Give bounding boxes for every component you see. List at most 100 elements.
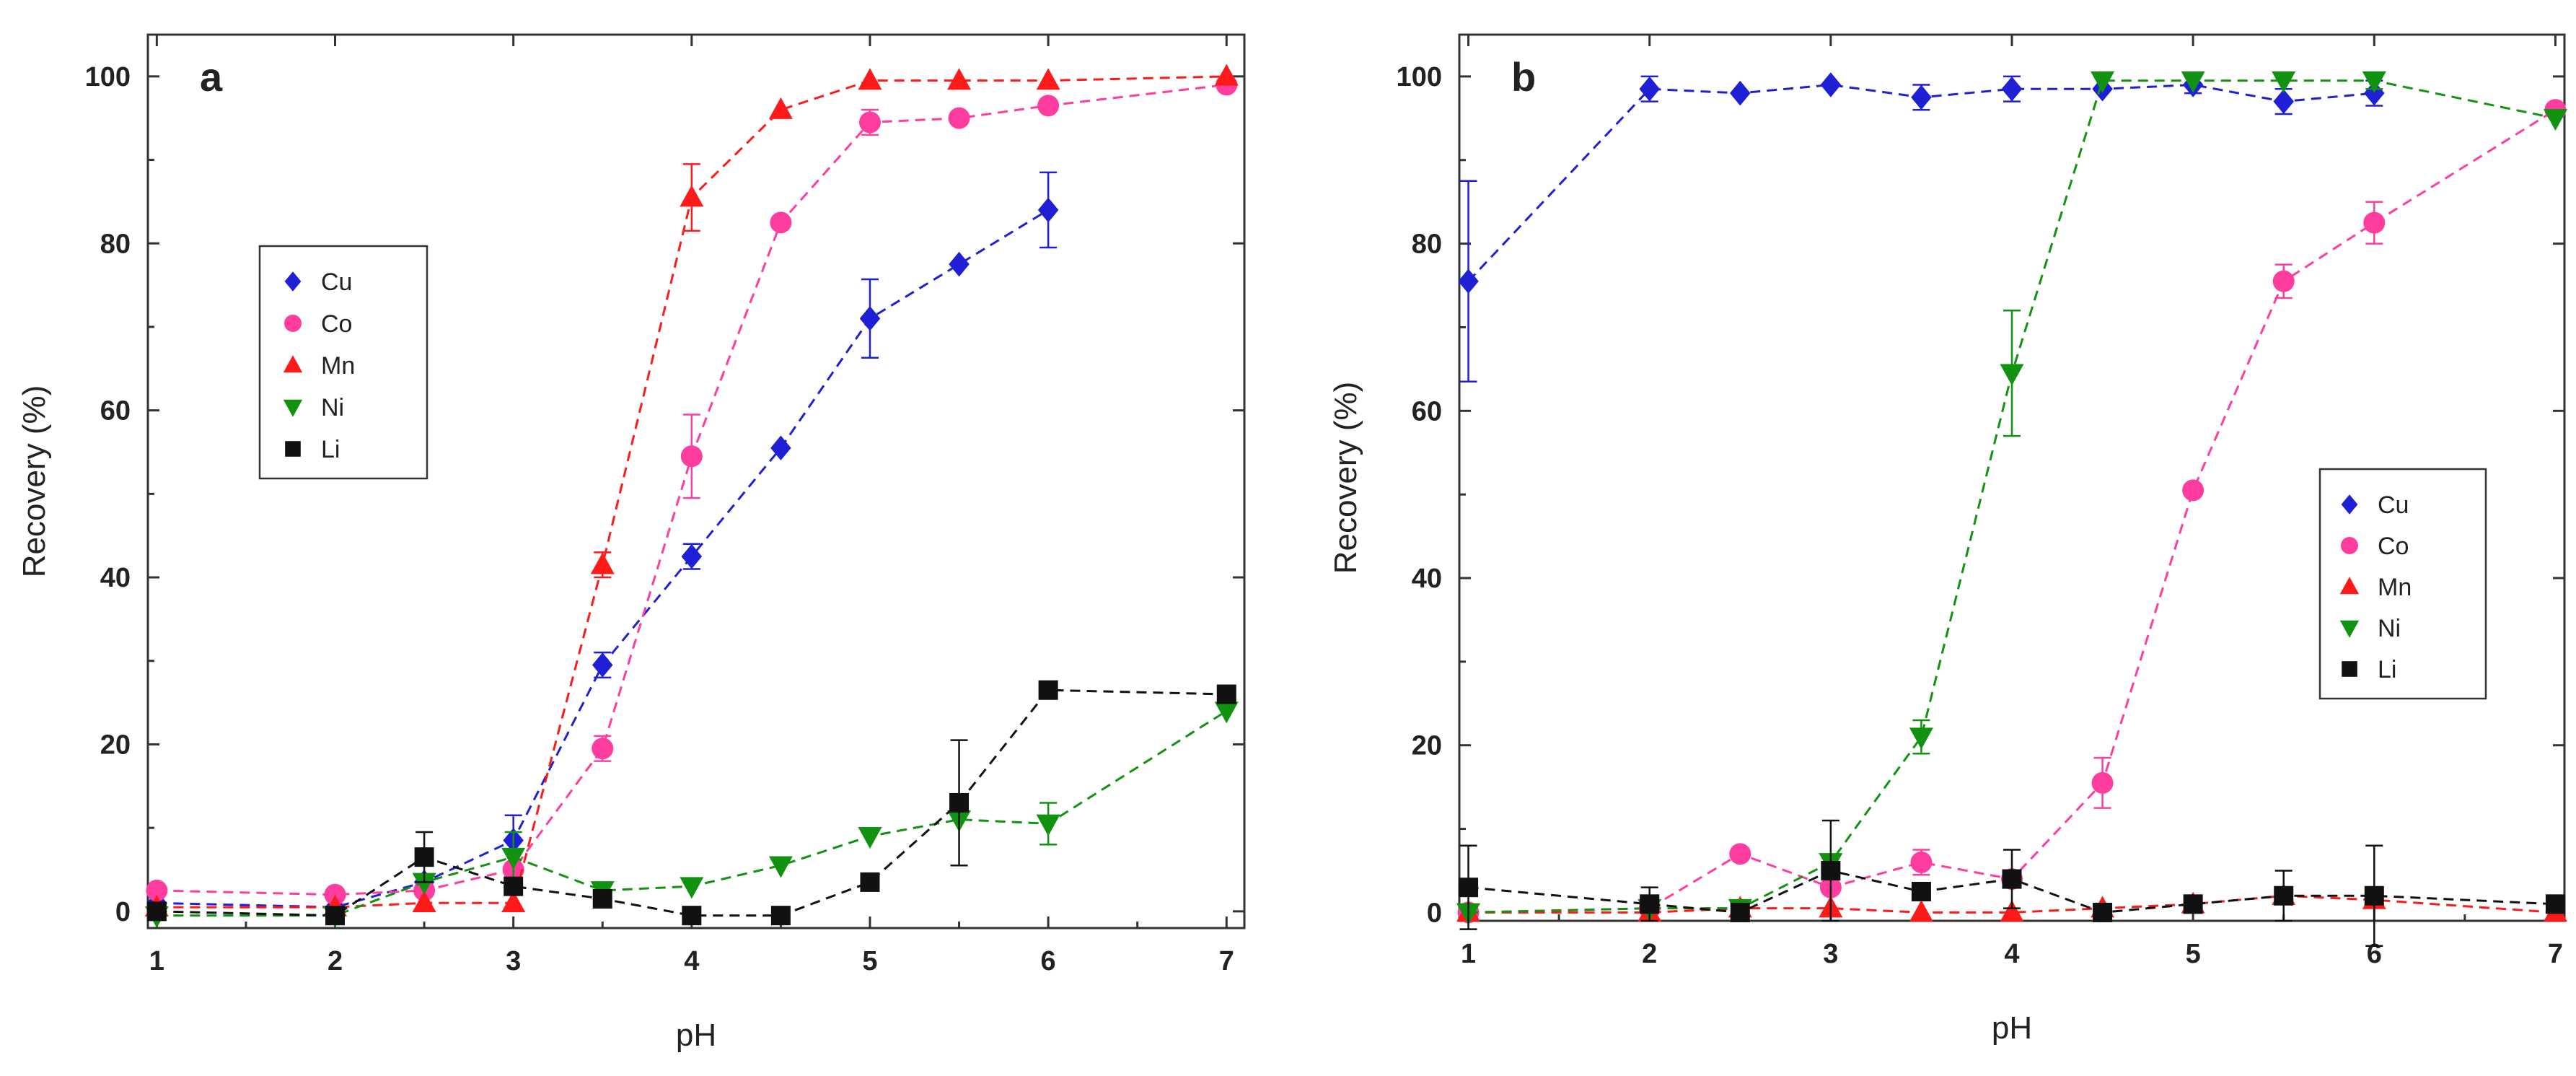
legend: Cu Co Mn Ni Li — [258, 245, 428, 480]
y-tick-label: 40 — [1412, 564, 1442, 594]
x-tick-label: 2 — [328, 946, 343, 976]
legend-label: Cu — [2378, 491, 2409, 519]
series-mn — [144, 64, 1239, 917]
data-point — [146, 901, 167, 922]
data-point — [860, 872, 880, 892]
x-tick-label: 5 — [2186, 939, 2201, 969]
data-point — [859, 306, 881, 331]
panel-label: a — [200, 54, 223, 100]
y-tick-label: 20 — [1412, 731, 1442, 761]
legend-marker — [2342, 661, 2357, 677]
series-li — [1459, 819, 2565, 948]
data-point — [681, 543, 703, 569]
y-tick-label: 80 — [1412, 229, 1442, 260]
legend-label: Ni — [2378, 615, 2401, 642]
data-point — [2362, 71, 2386, 93]
data-point — [592, 738, 614, 760]
data-point — [2364, 885, 2384, 906]
legend-marker — [285, 441, 301, 457]
data-point — [2181, 71, 2205, 93]
legend-label: Li — [2378, 656, 2396, 683]
legend-label: Co — [2378, 533, 2409, 560]
data-point — [2091, 71, 2115, 93]
legend-label: Co — [321, 310, 352, 338]
data-point — [1458, 268, 1479, 294]
data-point — [1821, 860, 1841, 880]
data-point — [858, 111, 881, 134]
data-point — [146, 879, 168, 901]
y-axis-label: Recovery (%) — [1328, 382, 1363, 574]
data-point — [680, 185, 704, 207]
data-point — [2001, 76, 2023, 102]
legend-marker — [283, 399, 303, 417]
data-point — [949, 251, 970, 277]
chart-panel-a: 1 2 3 4 5 6 7 0 20 40 60 80 100 pH Recovery (%) a Cu Co Mn… — [17, 33, 1246, 1053]
data-point — [2273, 89, 2294, 114]
data-point — [682, 906, 702, 926]
legend-label: Ni — [321, 394, 344, 421]
data-point — [948, 107, 970, 129]
data-point — [2363, 211, 2386, 234]
legend-marker — [284, 315, 302, 332]
y-tick-label: 60 — [100, 396, 131, 427]
data-point — [2274, 885, 2294, 906]
data-point — [680, 445, 703, 468]
data-point — [770, 906, 791, 926]
data-point — [1036, 814, 1060, 836]
data-point — [590, 552, 615, 574]
data-point — [1036, 68, 1060, 90]
data-point — [1911, 881, 1931, 901]
y-tick-label: 100 — [85, 62, 131, 92]
x-tick-label: 3 — [1823, 939, 1838, 969]
data-point — [1910, 851, 1933, 873]
y-tick-label: 0 — [1427, 898, 1442, 928]
data-point — [1037, 197, 1059, 223]
legend-label: Cu — [321, 268, 352, 296]
data-point — [2543, 109, 2567, 131]
data-point — [1909, 900, 1933, 922]
series-cu — [1458, 72, 2385, 383]
data-point — [680, 877, 704, 899]
series-line — [1468, 894, 2556, 914]
series-li — [146, 680, 1236, 926]
x-axis-label: pH — [1992, 1010, 2032, 1046]
data-point — [1459, 878, 1479, 898]
x-tick-label: 4 — [2004, 939, 2019, 969]
legend: Cu Co Mn Ni Li — [2318, 468, 2487, 700]
x-tick-label: 7 — [1219, 946, 1234, 976]
data-point — [2272, 270, 2295, 292]
legend-label: Mn — [321, 352, 355, 380]
x-tick-label: 6 — [1041, 946, 1056, 976]
plot-frame — [146, 33, 1246, 930]
y-tick-label: 20 — [100, 730, 131, 760]
series-line — [157, 209, 1049, 909]
data-point — [1037, 95, 1060, 117]
data-point — [858, 68, 882, 90]
x-tick-label: 1 — [149, 946, 164, 976]
y-tick-label: 100 — [1397, 62, 1442, 92]
data-point — [1214, 64, 1239, 86]
legend-label: Mn — [2378, 574, 2412, 601]
panel-label: b — [1511, 54, 1536, 100]
data-point — [1216, 684, 1236, 704]
legend-marker — [2339, 577, 2360, 595]
data-point — [768, 97, 793, 119]
data-point — [501, 847, 526, 870]
data-point — [1639, 76, 1660, 102]
series-line — [1467, 83, 2375, 282]
data-point — [2545, 894, 2565, 914]
data-point — [1729, 843, 1751, 865]
data-point — [1038, 680, 1058, 700]
data-point — [947, 68, 972, 90]
x-tick-label: 7 — [2548, 939, 2563, 969]
data-point — [2364, 80, 2385, 106]
legend-marker — [2341, 494, 2358, 515]
x-axis-label: pH — [676, 1018, 716, 1053]
y-axis-label: Recovery (%) — [17, 385, 52, 578]
data-point — [1820, 72, 1842, 97]
legend-marker — [2339, 620, 2360, 638]
data-point — [412, 872, 436, 895]
x-tick-label: 1 — [1461, 939, 1476, 969]
data-point — [2093, 902, 2113, 922]
